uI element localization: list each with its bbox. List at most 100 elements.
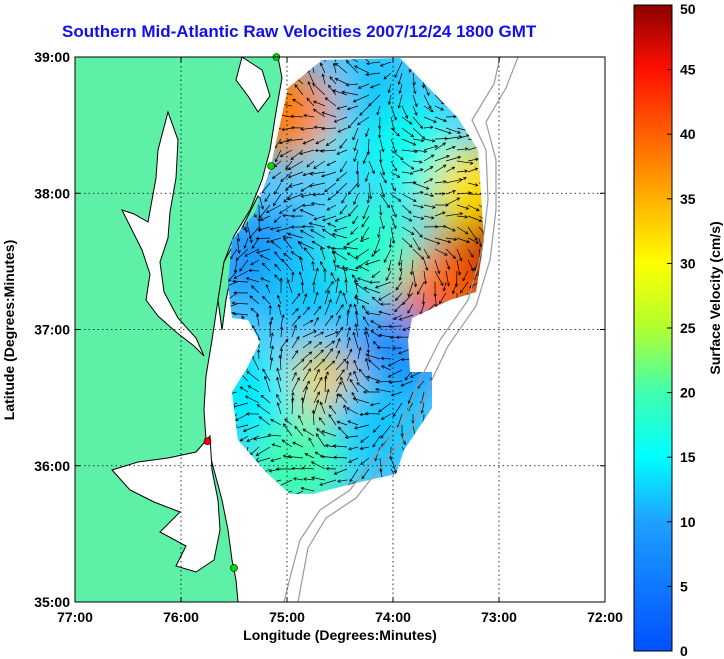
- velocity-vector: [345, 360, 350, 371]
- velocity-vector: [442, 281, 447, 292]
- colorbar-tick-label: 20: [680, 385, 696, 401]
- velocity-vector: [387, 358, 403, 367]
- velocity-vector: [369, 402, 381, 407]
- velocity-vector: [330, 272, 337, 283]
- colorbar-tick-label: 10: [680, 514, 696, 530]
- velocity-vector: [434, 192, 446, 196]
- velocity-region: [323, 199, 420, 296]
- velocity-vector: [352, 94, 370, 103]
- velocity-vector: [445, 114, 457, 119]
- velocity-vector: [288, 182, 304, 188]
- x-tick-label: 76:00: [163, 609, 199, 625]
- velocity-vector: [462, 270, 469, 282]
- velocity-vector: [347, 420, 359, 426]
- velocity-vector: [324, 348, 334, 360]
- velocity-vector: [401, 127, 415, 138]
- velocity-vector: [275, 226, 293, 233]
- velocity-vector: [311, 260, 315, 272]
- velocity-vector: [445, 145, 456, 151]
- velocity-vector: [397, 72, 403, 86]
- velocity-vector: [343, 404, 348, 415]
- velocity-vector: [346, 237, 359, 246]
- velocity-vector: [412, 215, 425, 220]
- velocity-vector: [262, 368, 271, 382]
- velocity-vector: [326, 204, 337, 211]
- velocity-vector: [362, 305, 370, 316]
- velocity-vector: [356, 382, 370, 393]
- velocity-vector: [255, 236, 271, 241]
- velocity-vector: [271, 443, 282, 448]
- velocity-vector: [434, 180, 447, 184]
- velocity-vector: [332, 62, 337, 74]
- velocity-vector: [261, 262, 271, 272]
- velocity-vector: [324, 375, 328, 393]
- velocity-vector: [300, 396, 305, 415]
- velocity-vector: [380, 413, 392, 420]
- velocity-vector: [445, 189, 457, 195]
- velocity-vector: [274, 149, 282, 163]
- velocity-vector: [245, 412, 260, 416]
- velocity-vector: [478, 237, 483, 248]
- velocity-vector: [250, 259, 260, 266]
- velocity-vector: [478, 193, 484, 196]
- velocity-vector: [299, 149, 315, 156]
- velocity-vector: [333, 455, 348, 460]
- velocity-vector: [298, 414, 304, 426]
- velocity-vector: [302, 359, 313, 371]
- y-tick-label: 39:00: [34, 49, 70, 65]
- velocity-vector: [380, 424, 392, 439]
- velocity-vector: [233, 259, 238, 274]
- velocity-vector: [271, 171, 282, 179]
- velocity-vector: [333, 468, 348, 475]
- velocity-vector: [291, 336, 300, 349]
- velocity-vector: [313, 358, 326, 371]
- velocity-vector: [358, 265, 370, 272]
- velocity-vector: [279, 277, 283, 294]
- velocity-vector: [401, 160, 415, 170]
- velocity-vector: [362, 390, 381, 394]
- velocity-vector: [362, 204, 370, 220]
- velocity-vector: [390, 193, 402, 202]
- velocity-vector: [397, 94, 403, 109]
- velocity-vector: [282, 213, 293, 218]
- velocity-vector: [339, 160, 348, 173]
- velocity-vector: [334, 62, 348, 74]
- velocity-vector: [256, 349, 261, 360]
- velocity-vector: [290, 149, 304, 160]
- velocity-vector: [327, 193, 337, 201]
- velocity-vector: [321, 228, 337, 239]
- velocity-vector: [365, 61, 381, 66]
- velocity-vector: [412, 237, 421, 251]
- velocity-vector: [324, 280, 334, 294]
- velocity-vector: [302, 428, 315, 437]
- velocity-vector: [300, 193, 315, 198]
- velocity-vector: [244, 395, 260, 404]
- colorbar-tick-label: 40: [680, 126, 696, 142]
- velocity-vector: [274, 182, 282, 195]
- velocity-vector: [342, 292, 348, 305]
- velocity-vector: [335, 277, 340, 294]
- velocity-vector: [265, 283, 271, 294]
- velocity-vector: [354, 424, 370, 430]
- velocity-vector: [285, 138, 304, 143]
- velocity-vector: [313, 376, 323, 393]
- velocity-vector: [280, 314, 285, 327]
- velocity-vector: [338, 426, 348, 437]
- velocity-vector: [255, 313, 260, 327]
- velocity-vector: [390, 138, 397, 154]
- velocity-vector: [263, 375, 271, 393]
- velocity-vector: [268, 468, 282, 473]
- velocity-vector: [302, 306, 310, 316]
- velocity-vector: [335, 304, 344, 316]
- velocity-vector: [379, 149, 383, 164]
- velocity-vector: [390, 105, 398, 121]
- velocity-vector: [355, 282, 370, 294]
- sound-water: [111, 434, 221, 573]
- velocity-vector: [312, 281, 316, 294]
- velocity-vector: [319, 62, 326, 74]
- velocity-vector: [393, 314, 403, 320]
- velocity-vector: [276, 402, 282, 415]
- velocity-vector: [313, 305, 322, 316]
